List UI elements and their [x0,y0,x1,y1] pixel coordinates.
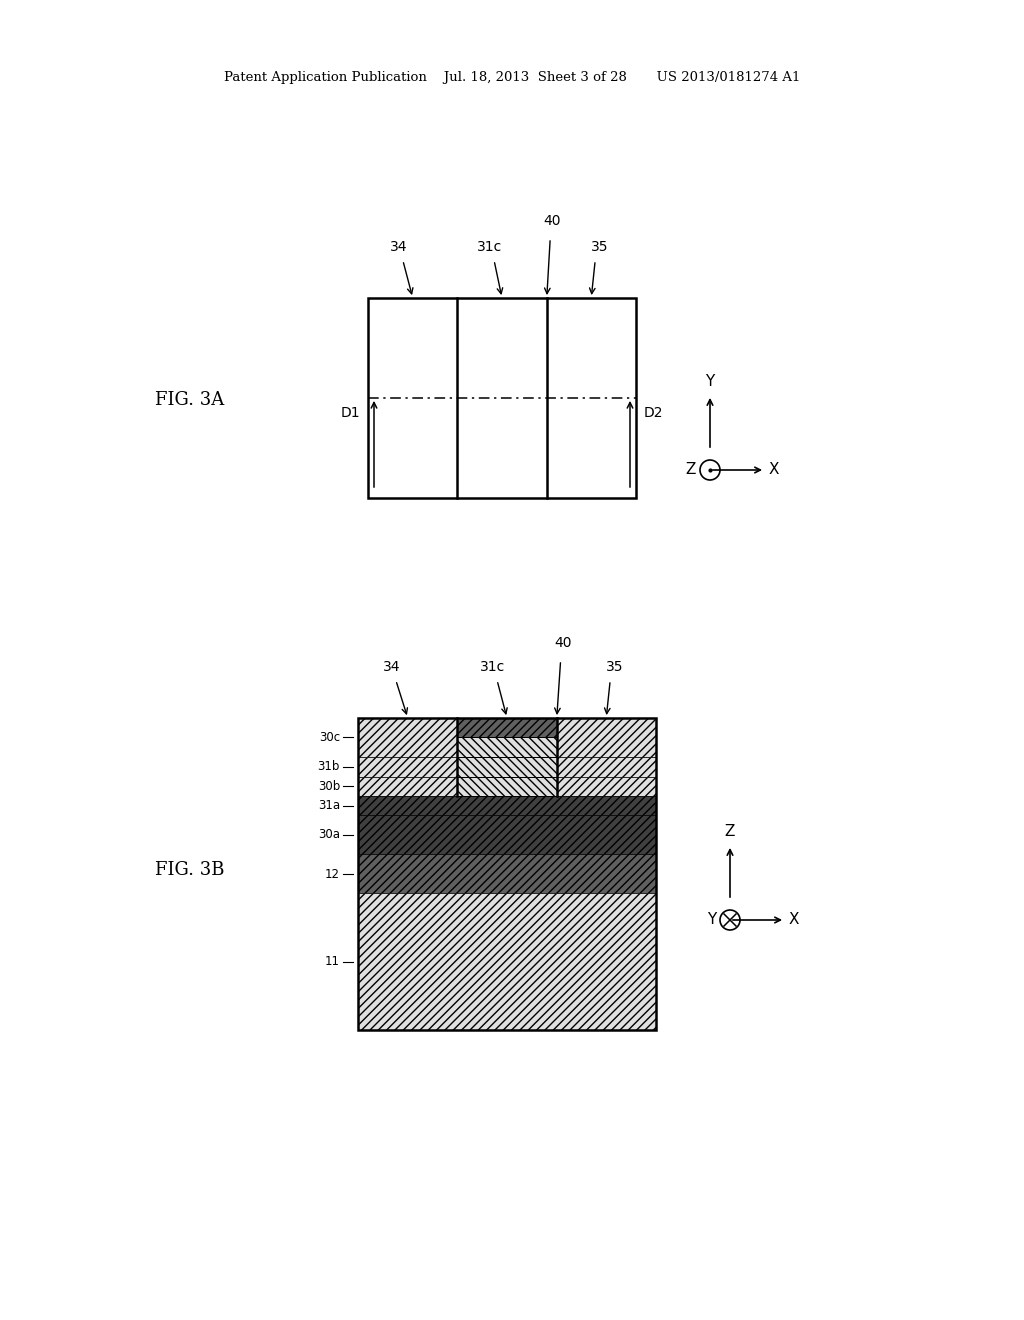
Text: Z: Z [725,824,735,840]
Text: 35: 35 [591,240,608,253]
Bar [368,298,636,498]
Bar [358,894,656,1030]
Text: 30b: 30b [317,780,340,793]
Text: 40: 40 [554,636,571,649]
Text: 11: 11 [325,956,340,968]
Bar [358,796,656,816]
Text: 40: 40 [544,214,561,228]
Bar [458,738,557,756]
Text: 34: 34 [390,240,408,253]
Text: Y: Y [706,374,715,389]
Text: 31b: 31b [317,760,340,774]
Bar [358,776,656,796]
Bar [358,718,656,1030]
Text: 30a: 30a [318,829,340,842]
Text: X: X [790,912,800,928]
Text: 30c: 30c [318,731,340,744]
Bar [458,776,557,796]
Text: Z: Z [686,462,696,478]
Text: 31a: 31a [317,799,340,812]
Text: Y: Y [707,912,716,928]
Bar [458,756,557,776]
Bar [358,756,656,776]
Bar [458,718,557,738]
Text: 34: 34 [383,660,400,675]
Text: X: X [769,462,779,478]
Text: 35: 35 [605,660,623,675]
Text: 31c: 31c [477,240,503,253]
Text: FIG. 3B: FIG. 3B [156,861,224,879]
Bar [358,816,656,854]
Text: Patent Application Publication    Jul. 18, 2013  Sheet 3 of 28       US 2013/018: Patent Application Publication Jul. 18, … [224,71,800,84]
Text: D2: D2 [644,407,664,420]
Bar [358,718,656,756]
Text: D1: D1 [340,407,360,420]
Bar [358,854,656,894]
Text: FIG. 3A: FIG. 3A [156,391,224,409]
Text: 12: 12 [325,867,340,880]
Text: 31c: 31c [480,660,506,675]
